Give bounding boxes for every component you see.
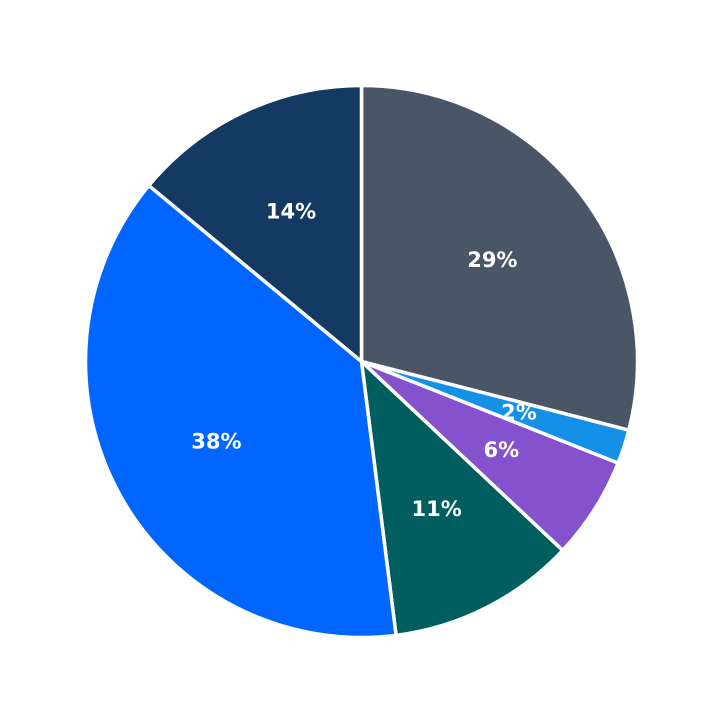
pie-slice <box>147 83 364 364</box>
slices-layer <box>83 83 640 640</box>
pie-slice <box>83 183 398 640</box>
pie-slice-label: 6% <box>483 438 519 462</box>
pie-slice-label: 38% <box>191 429 241 453</box>
pie-slice <box>359 359 565 638</box>
pie-slice-label: 29% <box>467 248 517 272</box>
pie-slice-label: 2% <box>501 401 537 425</box>
pie-slice-label: 14% <box>266 200 316 224</box>
pie-slice <box>359 83 640 432</box>
labels-layer: 29% 2% 6% 11% 38% 14% <box>191 200 537 521</box>
pie-slice-label: 11% <box>412 497 462 521</box>
